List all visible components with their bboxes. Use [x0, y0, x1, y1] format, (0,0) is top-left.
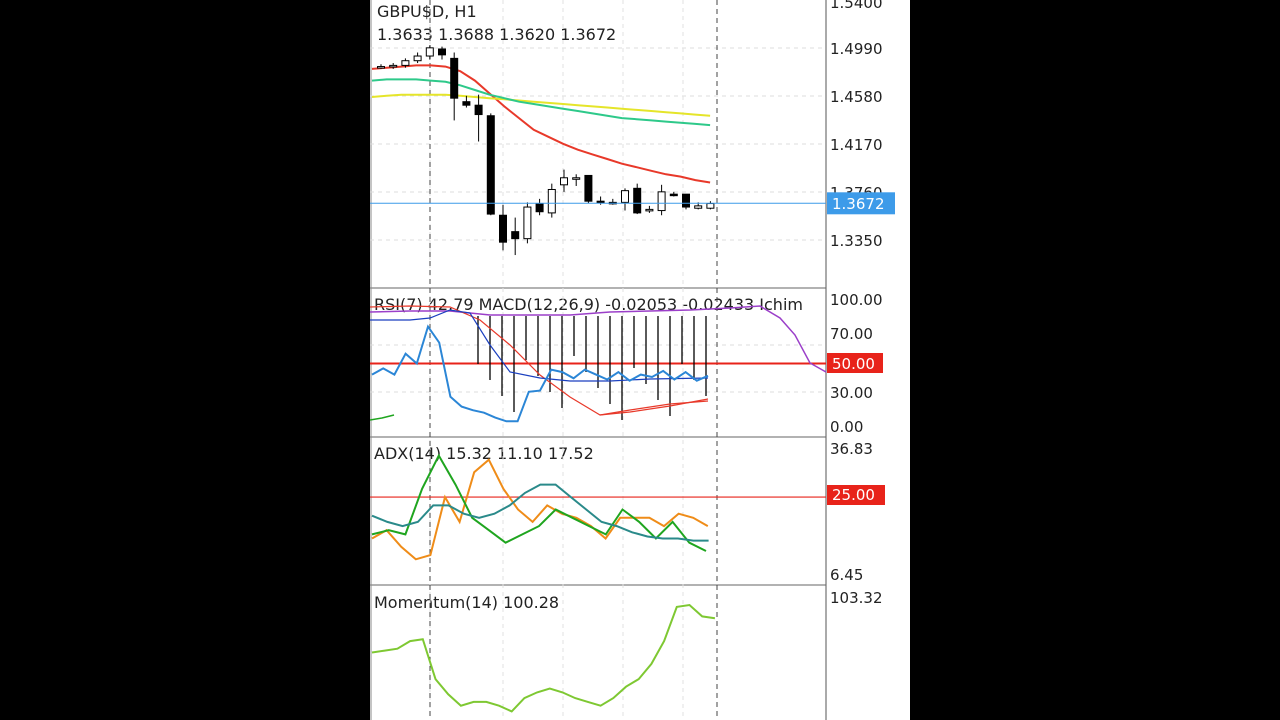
- adx-label: ADX(14) 15.32 11.10 17.52: [374, 444, 594, 463]
- adx-level-text: 25.00: [832, 486, 875, 504]
- candle-body: [438, 48, 446, 56]
- indicator-line: [370, 414, 395, 421]
- candle-body: [547, 188, 556, 214]
- price-axis-tick: 1.5400: [830, 0, 883, 12]
- candle: [511, 217, 520, 256]
- candle-body: [389, 64, 398, 68]
- candle-body: [584, 174, 593, 202]
- price-axis-tick: 1.4170: [830, 136, 883, 154]
- price-axis-tick: 1.4580: [830, 88, 883, 106]
- rsi-axis-tick: 0.00: [830, 418, 863, 436]
- candle-body: [669, 193, 678, 197]
- rsi-line: [371, 324, 709, 423]
- current-price-text: 1.3672: [832, 195, 885, 213]
- candle: [706, 201, 715, 210]
- ichimoku-span-line: [599, 400, 709, 416]
- candle: [450, 52, 459, 121]
- chart-canvas[interactable]: GBPU$D, H1 1.3633 1.3688 1.3620 1.3672 R…: [370, 0, 910, 720]
- candle: [499, 204, 507, 251]
- candle: [535, 198, 544, 216]
- candle-body: [596, 200, 605, 204]
- candle: [572, 174, 581, 186]
- candle-body: [450, 57, 459, 99]
- candle: [425, 45, 434, 60]
- rsi-level-badge: 50.00: [827, 353, 883, 373]
- candle-body: [401, 60, 410, 66]
- candle: [621, 188, 629, 211]
- adx-axis-top: 36.83: [830, 440, 873, 458]
- candle: [474, 94, 483, 142]
- momentum-panel: [371, 603, 716, 713]
- candle-body: [425, 47, 434, 57]
- rsi-axis-tick: 70.00: [830, 325, 873, 343]
- adx-line: [371, 483, 709, 542]
- candle: [462, 95, 471, 108]
- candle-body: [633, 187, 642, 214]
- plus-di-line: [371, 453, 707, 552]
- macd-signal-line: [370, 305, 709, 416]
- price-panel: [370, 45, 826, 256]
- ohlc-label: 1.3633 1.3688 1.3620 1.3672: [377, 25, 616, 44]
- candle-body: [706, 203, 715, 209]
- candle-body: [682, 193, 690, 208]
- rsi-axis-tick: 100.00: [830, 291, 883, 309]
- candle: [413, 52, 422, 64]
- moving-average-line: [371, 93, 711, 117]
- moving-average-line: [371, 78, 711, 127]
- candle: [682, 193, 690, 210]
- momentum-axis-top: 103.32: [830, 589, 883, 607]
- candle: [669, 191, 678, 197]
- candle: [645, 205, 654, 213]
- candle: [486, 113, 495, 216]
- rsi-axis-tick: 30.00: [830, 384, 873, 402]
- candle: [401, 58, 410, 68]
- price-axis-tick: 1.4990: [830, 40, 883, 58]
- price-axis-tick: 1.3350: [830, 232, 883, 250]
- macd-main-line: [370, 309, 709, 382]
- adx-axis-bottom: 6.45: [830, 566, 863, 584]
- current-price-badge: 1.3672: [827, 192, 895, 215]
- rsi-macd-panel: [370, 305, 827, 423]
- candle-body: [621, 190, 629, 203]
- candle: [608, 198, 617, 205]
- momentum-line: [371, 603, 716, 713]
- candle-body: [523, 206, 532, 240]
- minus-di-line: [371, 458, 709, 561]
- moving-average-line: [371, 64, 711, 184]
- adx-level-badge: 25.00: [827, 485, 885, 505]
- candle: [584, 174, 593, 204]
- candle-body: [462, 101, 471, 106]
- candle-body: [535, 203, 544, 213]
- candle-body: [694, 205, 703, 209]
- candle-body: [645, 208, 654, 212]
- candle: [560, 169, 568, 192]
- candle: [377, 64, 385, 69]
- candle-body: [572, 177, 581, 180]
- rsi-level-text: 50.00: [832, 355, 875, 373]
- adx-panel: [370, 453, 826, 561]
- candle-body: [413, 55, 422, 62]
- candle: [547, 183, 556, 218]
- candle-body: [499, 214, 507, 243]
- candle: [657, 184, 666, 216]
- candle-body: [474, 104, 483, 116]
- candle-body: [377, 66, 385, 69]
- candle-body: [657, 191, 666, 212]
- candle-body: [560, 177, 568, 186]
- candle: [523, 202, 532, 244]
- symbol-label: GBPU$D, H1: [377, 2, 477, 21]
- candle: [389, 63, 398, 69]
- candle-body: [511, 231, 520, 240]
- chart-window[interactable]: GBPU$D, H1 1.3633 1.3688 1.3620 1.3672 R…: [370, 0, 910, 720]
- momentum-label: Momentum(14) 100.28: [374, 593, 559, 612]
- candle-body: [486, 115, 495, 215]
- candle: [633, 183, 642, 215]
- candle: [438, 46, 446, 60]
